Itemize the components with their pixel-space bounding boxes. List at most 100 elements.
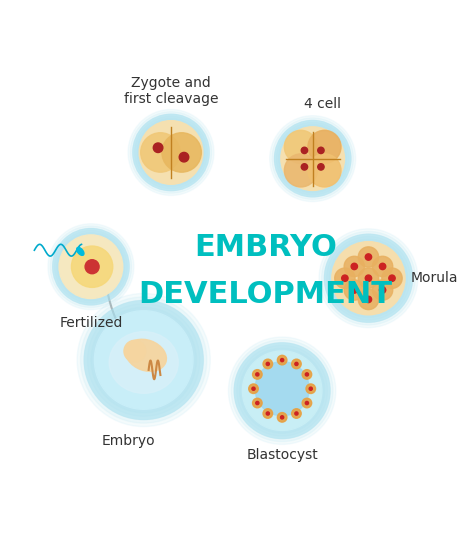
Circle shape	[277, 413, 287, 422]
Circle shape	[88, 304, 200, 416]
Circle shape	[256, 402, 259, 404]
Circle shape	[306, 384, 316, 393]
Circle shape	[301, 147, 308, 154]
Circle shape	[263, 359, 273, 369]
Circle shape	[253, 370, 262, 379]
Circle shape	[308, 130, 341, 163]
Circle shape	[234, 343, 330, 439]
Circle shape	[322, 231, 415, 325]
Circle shape	[162, 133, 201, 172]
Circle shape	[327, 237, 410, 320]
Text: Embryo: Embryo	[102, 434, 156, 448]
Circle shape	[276, 123, 349, 195]
Circle shape	[358, 268, 379, 289]
Circle shape	[284, 154, 318, 187]
Circle shape	[130, 112, 212, 193]
Circle shape	[239, 348, 325, 433]
Text: Zygote and
first cleavage: Zygote and first cleavage	[124, 76, 219, 106]
Circle shape	[256, 373, 259, 376]
Circle shape	[335, 268, 355, 289]
Ellipse shape	[126, 339, 166, 372]
Circle shape	[139, 121, 203, 184]
Circle shape	[379, 263, 386, 270]
Circle shape	[281, 127, 345, 190]
Circle shape	[365, 275, 372, 281]
Circle shape	[179, 153, 189, 162]
Text: Blastocyst: Blastocyst	[246, 448, 318, 462]
Circle shape	[48, 224, 134, 310]
Circle shape	[274, 120, 352, 197]
Circle shape	[318, 147, 324, 154]
Circle shape	[277, 355, 287, 365]
Circle shape	[319, 229, 418, 328]
Circle shape	[85, 260, 99, 273]
Circle shape	[301, 164, 308, 170]
Circle shape	[234, 342, 331, 439]
Circle shape	[324, 234, 413, 323]
Circle shape	[302, 398, 312, 408]
Circle shape	[94, 311, 193, 409]
Circle shape	[141, 133, 180, 172]
Circle shape	[295, 412, 298, 415]
Circle shape	[59, 235, 123, 299]
Circle shape	[318, 164, 324, 170]
Circle shape	[324, 233, 413, 323]
Circle shape	[50, 226, 132, 307]
Circle shape	[281, 416, 284, 419]
Circle shape	[274, 120, 351, 197]
Circle shape	[124, 340, 146, 362]
Circle shape	[128, 110, 214, 196]
Circle shape	[132, 114, 210, 191]
Circle shape	[228, 337, 336, 444]
Circle shape	[137, 119, 205, 187]
Circle shape	[263, 409, 273, 418]
Circle shape	[57, 233, 125, 301]
Circle shape	[153, 143, 163, 153]
Circle shape	[266, 412, 269, 415]
Circle shape	[83, 300, 204, 420]
Circle shape	[302, 370, 312, 379]
Circle shape	[281, 359, 284, 361]
Text: 4 cell: 4 cell	[304, 97, 341, 111]
Circle shape	[332, 242, 405, 315]
Circle shape	[344, 280, 365, 300]
Circle shape	[305, 402, 309, 404]
Circle shape	[55, 231, 127, 303]
Circle shape	[358, 247, 379, 267]
Text: Fertilized: Fertilized	[59, 316, 123, 330]
Circle shape	[91, 307, 196, 413]
Ellipse shape	[77, 247, 84, 255]
Circle shape	[379, 287, 386, 293]
Circle shape	[270, 116, 356, 202]
Circle shape	[84, 300, 203, 419]
Circle shape	[389, 275, 395, 281]
Circle shape	[133, 114, 210, 191]
Circle shape	[231, 340, 333, 442]
Circle shape	[305, 373, 309, 376]
Circle shape	[292, 409, 301, 418]
Circle shape	[351, 263, 357, 270]
Circle shape	[292, 359, 301, 369]
Circle shape	[237, 345, 328, 436]
Text: Morula: Morula	[410, 271, 458, 285]
Circle shape	[249, 384, 258, 393]
Circle shape	[309, 387, 312, 390]
Circle shape	[252, 387, 255, 390]
Ellipse shape	[109, 331, 178, 393]
Circle shape	[373, 280, 393, 300]
Circle shape	[382, 268, 402, 289]
Circle shape	[52, 228, 130, 306]
Circle shape	[279, 125, 346, 193]
Circle shape	[253, 398, 262, 408]
Circle shape	[344, 256, 365, 277]
Circle shape	[373, 256, 393, 277]
Circle shape	[365, 296, 372, 302]
Text: EMBRYO: EMBRYO	[194, 233, 337, 262]
Circle shape	[255, 361, 309, 416]
Circle shape	[358, 289, 379, 310]
Circle shape	[329, 239, 408, 317]
Circle shape	[342, 275, 348, 281]
Circle shape	[272, 118, 354, 199]
Circle shape	[72, 246, 113, 287]
Circle shape	[284, 130, 318, 163]
